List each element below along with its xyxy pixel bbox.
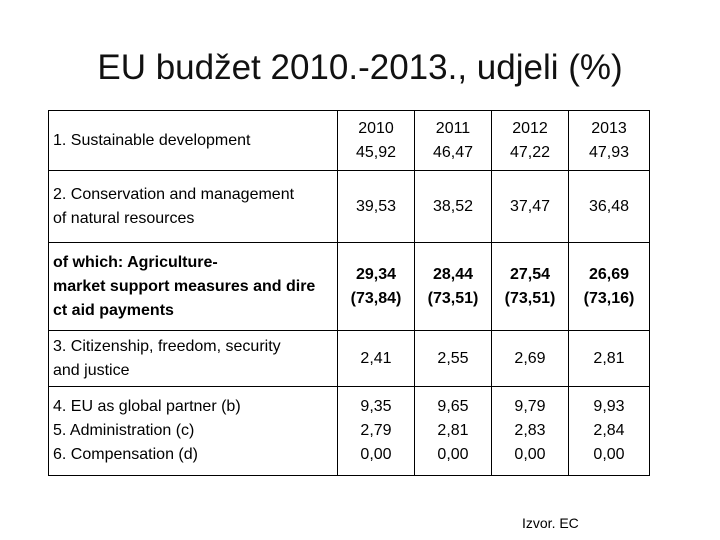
table-row: 4. EU as global partner (b) 5. Administr… bbox=[48, 386, 650, 476]
table-cell: 26,69 (73,16) bbox=[568, 242, 650, 331]
row-label-line: of which: Agriculture- bbox=[53, 253, 218, 271]
cell-subvalue: (73,51) bbox=[504, 289, 556, 307]
row-label-line: 6. Compensation (d) bbox=[53, 446, 198, 463]
table-cell: 2010 45,92 bbox=[337, 110, 415, 171]
table-cell: 2013 47,93 bbox=[568, 110, 650, 171]
cell-value: 2,83 bbox=[514, 422, 546, 439]
row-label-line: 4. EU as global partner (b) bbox=[53, 398, 241, 415]
cell-value: 39,53 bbox=[337, 170, 415, 243]
table-row: 3. Citizenship, freedom, security and ju… bbox=[48, 330, 650, 387]
table-cell: 29,34 (73,84) bbox=[337, 242, 415, 331]
cell-value: 0,00 bbox=[514, 446, 546, 463]
row-label: 4. EU as global partner (b) 5. Administr… bbox=[48, 386, 338, 476]
row-label: 3. Citizenship, freedom, security and ju… bbox=[48, 330, 338, 387]
slide-title: EU budžet 2010.-2013., udjeli (%) bbox=[97, 48, 623, 87]
year-header: 2010 bbox=[358, 119, 394, 137]
table-row: 2. Conservation and management of natura… bbox=[48, 170, 650, 243]
budget-table: 1. Sustainable development 2010 45,92 20… bbox=[48, 110, 650, 476]
cell-value: 2,79 bbox=[360, 422, 392, 439]
cell-value: 2,69 bbox=[491, 330, 569, 387]
cell-value: 2,81 bbox=[568, 330, 650, 387]
source-note: Izvor. EC bbox=[522, 515, 579, 531]
cell-value: 9,65 bbox=[437, 398, 469, 415]
cell-value: 29,34 bbox=[355, 265, 397, 283]
table-cell: 2011 46,47 bbox=[414, 110, 492, 171]
table-cell: 9,79 2,83 0,00 bbox=[491, 386, 569, 476]
year-header: 2012 bbox=[512, 119, 548, 137]
table-cell: 2012 47,22 bbox=[491, 110, 569, 171]
row-label: 2. Conservation and management of natura… bbox=[48, 170, 338, 243]
row-label: of which: Agriculture- market support me… bbox=[48, 242, 338, 331]
row-label: 1. Sustainable development bbox=[48, 110, 338, 171]
cell-value: 47,93 bbox=[588, 143, 630, 161]
cell-value: 9,93 bbox=[593, 398, 625, 415]
table-cell: 9,65 2,81 0,00 bbox=[414, 386, 492, 476]
row-label-line: 2. Conservation and management bbox=[53, 185, 295, 203]
row-label-line: 3. Citizenship, freedom, security bbox=[53, 337, 281, 355]
table-row: of which: Agriculture- market support me… bbox=[48, 242, 650, 331]
row-label-line: of natural resources bbox=[53, 209, 195, 227]
cell-value: 36,48 bbox=[568, 170, 650, 243]
table-cell: 27,54 (73,51) bbox=[491, 242, 569, 331]
cell-subvalue: (73,84) bbox=[350, 289, 402, 307]
cell-value: 2,84 bbox=[593, 422, 625, 439]
cell-subvalue: (73,51) bbox=[427, 289, 479, 307]
row-label-line: 5. Administration (c) bbox=[53, 422, 195, 439]
cell-value: 37,47 bbox=[491, 170, 569, 243]
year-header: 2011 bbox=[435, 119, 471, 137]
cell-value: 45,92 bbox=[355, 143, 397, 161]
cell-value: 0,00 bbox=[360, 446, 392, 463]
year-header: 2013 bbox=[591, 119, 627, 137]
cell-value: 27,54 bbox=[509, 265, 551, 283]
cell-subvalue: (73,16) bbox=[583, 289, 635, 307]
cell-value: 9,35 bbox=[360, 398, 392, 415]
cell-value: 26,69 bbox=[588, 265, 630, 283]
cell-value: 0,00 bbox=[437, 446, 469, 463]
cell-value: 46,47 bbox=[432, 143, 474, 161]
cell-value: 2,55 bbox=[414, 330, 492, 387]
row-label-line: and justice bbox=[53, 361, 130, 379]
table-cell: 9,93 2,84 0,00 bbox=[568, 386, 650, 476]
cell-value: 47,22 bbox=[509, 143, 551, 161]
row-label-line: ct aid payments bbox=[53, 301, 174, 319]
cell-value: 0,00 bbox=[593, 446, 625, 463]
table-cell: 28,44 (73,51) bbox=[414, 242, 492, 331]
cell-value: 2,41 bbox=[337, 330, 415, 387]
table-row: 1. Sustainable development 2010 45,92 20… bbox=[48, 110, 650, 171]
cell-value: 9,79 bbox=[514, 398, 546, 415]
row-label-line: market support measures and dire bbox=[53, 277, 316, 295]
table-cell: 9,35 2,79 0,00 bbox=[337, 386, 415, 476]
cell-value: 38,52 bbox=[414, 170, 492, 243]
cell-value: 28,44 bbox=[432, 265, 474, 283]
cell-value: 2,81 bbox=[437, 422, 469, 439]
